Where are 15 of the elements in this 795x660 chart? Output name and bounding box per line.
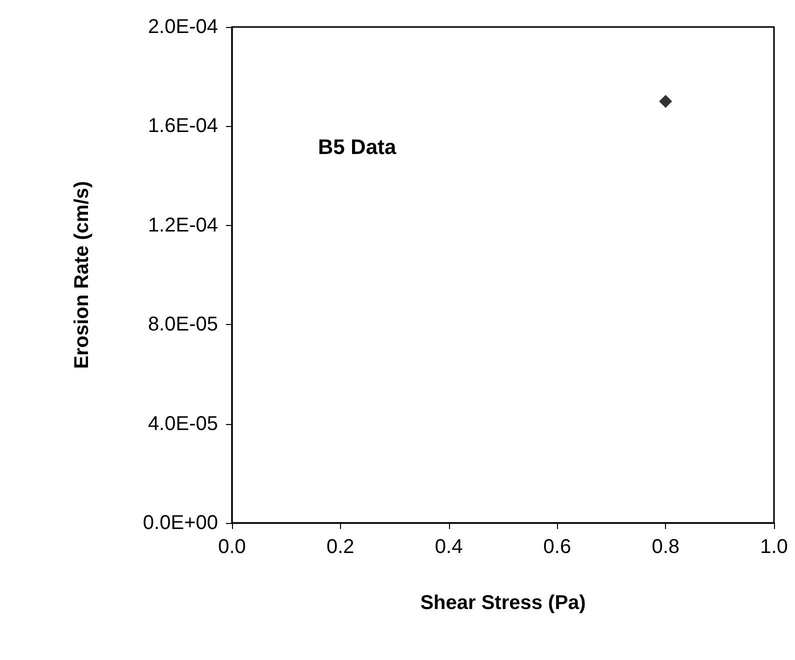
x-tick-label: 0.2 [326, 536, 354, 558]
y-axis-title: Erosion Rate (cm/s) [71, 181, 93, 369]
y-tick-label: 1.2E-04 [148, 214, 218, 236]
y-tick-label: 4.0E-05 [148, 412, 218, 435]
x-tick-label: 0.8 [652, 536, 680, 558]
x-axis-title: Shear Stress (Pa) [420, 592, 586, 614]
y-tick-label: 2.0E-04 [148, 16, 218, 38]
y-tick-label: 1.6E-04 [148, 115, 218, 138]
annotation: B5 Data [318, 136, 397, 159]
x-tick-label: 0.0 [218, 536, 246, 558]
x-tick-label: 0.6 [543, 536, 572, 558]
y-tick-label: 0.0E+00 [142, 512, 218, 534]
x-tick-label: 0.4 [434, 536, 463, 558]
y-tick-label: 8.0E-05 [148, 314, 218, 336]
x-tick-label: 1.0 [760, 536, 788, 558]
